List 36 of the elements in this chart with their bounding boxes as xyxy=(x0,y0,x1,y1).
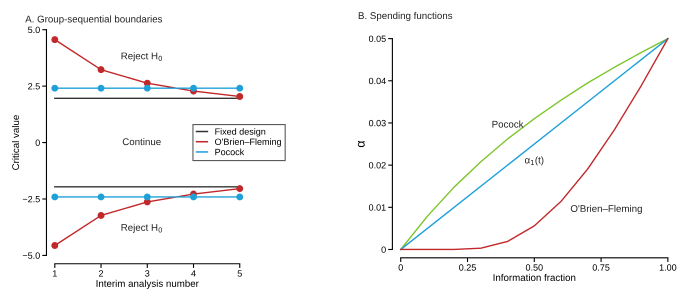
chart-title: B. Spending functions xyxy=(358,12,452,21)
legend-label: Pocock xyxy=(215,148,244,156)
annotation: Pocock xyxy=(492,120,524,128)
x-tick-label: 0 xyxy=(398,264,403,271)
y-tick-label: −2.5 xyxy=(22,196,40,202)
legend-label: Fixed design xyxy=(215,128,266,137)
legend-label: O'Brien–Fleming xyxy=(215,138,281,147)
y-tick-label: 0 xyxy=(36,140,40,146)
y-tick-label: 0.03 xyxy=(368,120,386,126)
y-axis-title: α xyxy=(358,140,365,148)
chart-title: A. Group-sequential boundaries xyxy=(25,15,162,24)
x-tick-label: 2 xyxy=(98,270,104,277)
annotation: O'Brien–Fleming xyxy=(570,204,642,214)
annotation: α$_{1}$(t) xyxy=(524,156,544,166)
annotation: Continue xyxy=(122,138,161,146)
annotation: Reject H$_{0}$ xyxy=(122,52,162,62)
y-tick-label: 0 xyxy=(381,246,386,253)
y-tick-label: 0.05 xyxy=(368,36,386,42)
y-tick-label: 0.02 xyxy=(368,162,386,168)
x-tick-label: 0.50 xyxy=(526,264,543,271)
x-tick-label: 5 xyxy=(238,270,242,277)
x-tick-label: 1.00 xyxy=(660,264,676,271)
x-tick-label: 0.25 xyxy=(459,264,476,271)
x-tick-label: 3 xyxy=(145,270,150,277)
annotation: Reject H$_{0}$ xyxy=(122,224,162,233)
y-tick-label: −5.0 xyxy=(22,252,40,259)
x-axis-title: Information fraction xyxy=(494,274,576,282)
x-tick-label: 1 xyxy=(52,270,57,277)
y-axis-title: Critical value xyxy=(12,115,20,170)
x-axis-title: Interim analysis number xyxy=(96,280,199,289)
x-tick-label: 4 xyxy=(191,270,196,277)
y-tick-label: 0.01 xyxy=(368,204,386,211)
y-tick-label: 2.5 xyxy=(28,83,40,90)
x-tick-label: 0.75 xyxy=(592,264,610,271)
y-tick-label: 5.0 xyxy=(28,26,40,34)
y-tick-label: 0.04 xyxy=(368,78,386,84)
